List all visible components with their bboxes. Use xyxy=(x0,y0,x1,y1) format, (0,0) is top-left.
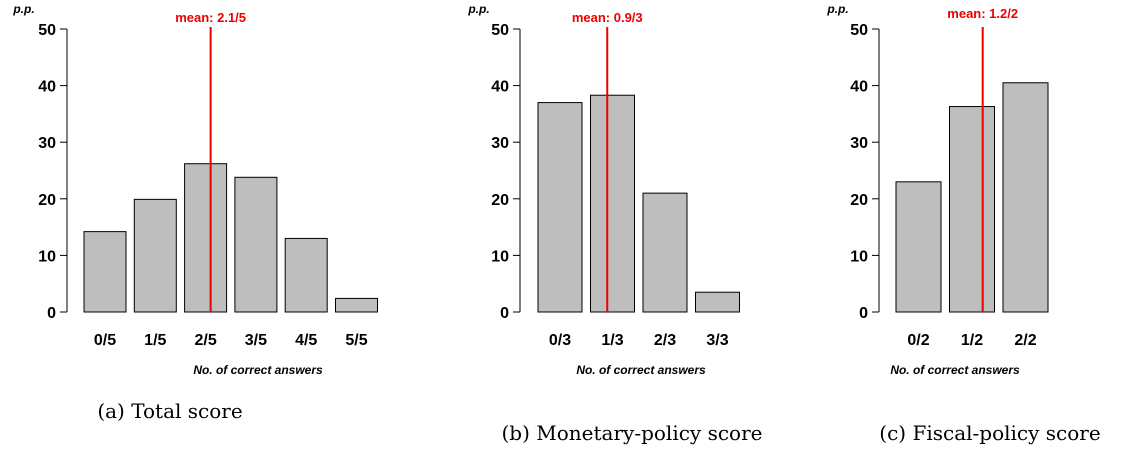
panel-a-category-label: 2/5 xyxy=(194,332,216,349)
panel-a-y-tick-label: 20 xyxy=(38,192,56,209)
panel-b-mean-label: mean: 0.9/3 xyxy=(572,10,643,25)
panel-a-chart: 0 10 20 30 40 50 p.p. 0/5 1/5 2/5 3/5 4/5 5/5 No. of … xyxy=(12,2,378,423)
panel-c-x-axis-label: No. of correct answers xyxy=(890,363,1020,377)
panel-a-category-label: 1/5 xyxy=(144,332,166,349)
panel-b-bar xyxy=(590,94,635,313)
panel-c-y-tick-label: 0 xyxy=(859,305,868,322)
panel-b-category-label: 2/3 xyxy=(654,332,676,349)
panel-c-bar xyxy=(1002,82,1049,313)
panel-c-y-tick-label: 40 xyxy=(850,79,868,96)
panel-c-chart: 0 10 20 30 40 50p.p. 0/2 1/2 2/2 No. of correct a… xyxy=(826,2,1100,445)
panel-a-category-label: 0/5 xyxy=(94,332,116,349)
panel-a-y-tick-label: 50 xyxy=(38,22,56,39)
panel-b-category-label: 1/3 xyxy=(601,332,623,349)
panel-a-category-label: 4/5 xyxy=(295,332,317,349)
panel-a-bar xyxy=(234,176,278,313)
panel-b-y-axis-label: p.p. xyxy=(467,2,489,16)
panel-a-y-tick-label: 30 xyxy=(38,135,56,152)
panel-a-y-axis-label: p.p. xyxy=(12,2,34,16)
panel-b-caption: (b) Monetary-policy score xyxy=(502,421,763,445)
panel-b-y-tick-label: 0 xyxy=(500,305,509,322)
panel-c-category-label: 0/2 xyxy=(907,332,929,349)
panel-c-bar xyxy=(895,181,942,313)
panel-c-y-tick-label: 20 xyxy=(850,192,868,209)
panel-a-category-label: 5/5 xyxy=(345,332,367,349)
panel-a-y-tick-label: 40 xyxy=(38,79,56,96)
panel-b-category-label: 0/3 xyxy=(549,332,571,349)
panel-b-y-tick-label: 40 xyxy=(491,79,509,96)
panel-c-mean-label: mean: 1.2/2 xyxy=(947,6,1018,21)
panel-a-category-label: 3/5 xyxy=(245,332,267,349)
panel-b-bar xyxy=(695,291,740,313)
panel-c-category-label: 2/2 xyxy=(1014,332,1036,349)
panel-b-y-tick-label: 10 xyxy=(491,248,509,265)
panel-a-bar xyxy=(83,231,127,313)
panel-b-y-tick-label: 20 xyxy=(491,192,509,209)
panel-c-caption: (c) Fiscal-policy score xyxy=(879,421,1100,445)
panel-c-bar xyxy=(949,106,995,313)
panel-b-bar xyxy=(537,102,583,313)
panel-a-bar xyxy=(335,297,378,313)
panel-b-category-label: 3/3 xyxy=(706,332,728,349)
panel-c-y-tick-label: 10 xyxy=(850,248,868,265)
panel-b-chart: 0 10 20 30 40 50p.p. 0/3 1/3 2/3 3/3No. of correc… xyxy=(467,2,762,445)
panel-a-mean-label: mean: 2.1/5 xyxy=(175,10,246,25)
panel-b-y-tick-label: 30 xyxy=(491,135,509,152)
panel-a-y-tick-label: 0 xyxy=(47,305,56,322)
panel-c-y-tick-label: 50 xyxy=(850,22,868,39)
panel-b-x-axis-label: No. of correct answers xyxy=(576,363,706,377)
panel-a-y-tick-label: 10 xyxy=(38,248,56,265)
panel-c-y-axis-label: p.p. xyxy=(826,2,848,16)
panel-a-caption: (a) Total score xyxy=(97,399,242,423)
panel-c-y-tick-label: 30 xyxy=(850,135,868,152)
panel-c-category-label: 1/2 xyxy=(961,332,983,349)
panel-a-x-axis-label: No. of correct answers xyxy=(193,363,323,377)
panel-b-y-tick-label: 50 xyxy=(491,22,509,39)
panel-a-bar xyxy=(133,198,177,313)
panel-a-bar xyxy=(284,237,328,313)
panel-b-bar xyxy=(642,192,688,313)
panel-a-bar xyxy=(184,163,228,313)
